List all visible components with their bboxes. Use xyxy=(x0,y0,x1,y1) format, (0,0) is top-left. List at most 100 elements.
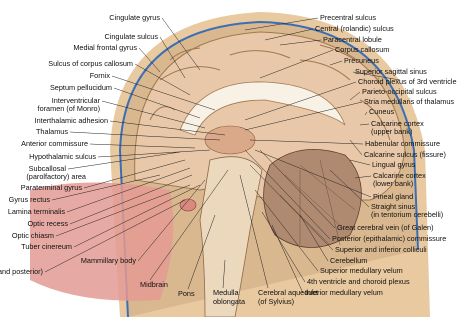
label: Pituitary gland (anterior and posterior) xyxy=(0,267,43,276)
label: Paraterminal gyrus xyxy=(21,183,83,192)
leader-line xyxy=(244,149,331,240)
leader-line xyxy=(349,139,363,156)
label: Choroid plexus of 3rd ventricle xyxy=(358,77,457,86)
label: Lamina terminalis xyxy=(8,207,66,216)
leader-line xyxy=(359,123,370,126)
label: Posterior (epithalamic) commissure xyxy=(332,234,446,243)
leader-line xyxy=(55,184,191,237)
label: Inferior medullary velum xyxy=(305,288,383,297)
nasal-region xyxy=(30,182,174,301)
label: Paracentral lobule xyxy=(323,35,382,44)
brainstem xyxy=(199,156,263,317)
label: Septum pellucidum xyxy=(50,83,112,92)
leader-line xyxy=(244,101,363,131)
cerebellum-folia xyxy=(279,159,356,246)
leader-line xyxy=(254,149,372,198)
label: Straight sinus xyxy=(371,202,416,211)
label: oblongata xyxy=(213,297,246,306)
leader-line xyxy=(329,60,343,66)
leader-line xyxy=(51,174,161,201)
leader-line xyxy=(69,174,193,225)
leader-line xyxy=(44,199,186,273)
label: Calcarine cortex xyxy=(371,119,424,128)
label: (of Sylvius) xyxy=(258,297,294,306)
illustration xyxy=(30,12,430,317)
leader-line xyxy=(89,143,196,149)
leader-line xyxy=(271,224,304,294)
leader-line xyxy=(149,169,229,281)
label: Superior medullary velum xyxy=(320,266,403,275)
label: Superior sagittal sinus xyxy=(355,67,427,76)
label: (parolfactory) area xyxy=(26,172,87,181)
leader-line xyxy=(349,159,371,166)
leader-line xyxy=(113,87,201,119)
label: Optic chiasm xyxy=(12,231,54,240)
leader-line xyxy=(244,81,357,121)
label: (lower bank) xyxy=(373,179,413,188)
corpus-callosum xyxy=(179,81,346,136)
label: Precentral sulcus xyxy=(320,13,376,22)
label: (upper bank) xyxy=(371,127,412,136)
leader-line xyxy=(259,149,336,229)
leader-line xyxy=(109,120,226,136)
gyri xyxy=(149,44,391,141)
label: Superior and inferior colliculi xyxy=(335,245,427,254)
leader-line xyxy=(69,131,221,141)
label: Fornix xyxy=(90,71,111,80)
label: Central (rolandic) sulcus xyxy=(315,24,394,33)
label: Corpus callosum xyxy=(335,45,389,54)
label: Thalamus xyxy=(36,127,68,136)
label: Cerebral aqueduct xyxy=(258,288,318,297)
leader-line xyxy=(259,49,334,79)
label: Hypothalamic sulcus xyxy=(29,152,96,161)
label: Great cerebral vein (of Galen) xyxy=(337,223,434,232)
leader-line xyxy=(261,211,306,283)
leader-line xyxy=(244,17,319,31)
label: Calcarine sulcus (fissure) xyxy=(364,150,446,159)
label: Anterior commissure xyxy=(21,139,88,148)
label: Sulcus of corpus callosum xyxy=(48,59,133,68)
label: Pons xyxy=(178,289,195,298)
leader-line xyxy=(111,75,216,111)
leader-line xyxy=(279,39,322,46)
leader-line xyxy=(249,139,364,145)
leader-line xyxy=(187,214,216,290)
label: Precuneus xyxy=(344,56,379,65)
leader-line xyxy=(83,159,186,189)
label: Optic recess xyxy=(27,219,68,228)
label: Cingulate gyrus xyxy=(109,13,160,22)
leader-line xyxy=(254,189,319,272)
label: Calcarine cortex xyxy=(373,171,426,180)
label: Parieto-occipital sulcus xyxy=(362,87,437,96)
label: Stria medullaris of thalamus xyxy=(364,97,454,106)
label: Pineal gland xyxy=(373,192,413,201)
label: Subcallosal xyxy=(29,164,67,173)
leader-line xyxy=(329,169,370,208)
label: Tuber cinereum xyxy=(21,242,72,251)
thalamus xyxy=(204,125,256,155)
label: Midbrain xyxy=(140,280,168,289)
leader-line xyxy=(364,111,368,116)
label: 4th ventricle and choroid plexus xyxy=(307,277,410,286)
leader-line xyxy=(354,175,372,179)
leader-line xyxy=(134,63,191,96)
leader-line xyxy=(264,28,314,41)
leader-line xyxy=(299,214,329,262)
leader-line xyxy=(137,179,206,262)
label: Cingulate sulcus xyxy=(104,32,158,41)
label: Medial frontal gyrus xyxy=(73,43,137,52)
pituitary xyxy=(179,198,197,212)
label: Cuneus xyxy=(369,107,395,116)
label: Habenular commissure xyxy=(365,139,440,148)
leader-line xyxy=(249,164,334,251)
label: Cerebellum xyxy=(330,256,367,265)
label: Lingual gyrus xyxy=(372,160,416,169)
leader-line xyxy=(97,149,211,158)
leader-line xyxy=(239,174,269,289)
leader-line xyxy=(101,100,206,129)
label: foramen (of Monro) xyxy=(38,104,100,113)
leader-line xyxy=(138,47,161,73)
leader-line xyxy=(161,17,201,71)
label: Mammillary body xyxy=(81,256,136,265)
